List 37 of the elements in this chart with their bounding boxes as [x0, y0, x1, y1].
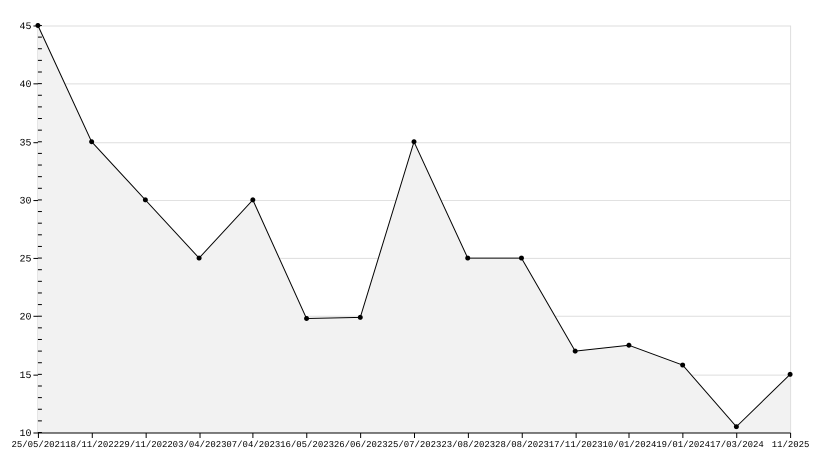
point: [196, 256, 202, 261]
point: [680, 362, 686, 368]
point: [412, 139, 416, 144]
y-tick-label: 25: [19, 254, 32, 265]
x-tick-label: 25/05/2021: [11, 440, 66, 450]
x-tick-label: 26/06/2023: [334, 440, 388, 450]
x-tick-label: 18/11/2022: [65, 440, 120, 450]
point: [518, 256, 524, 261]
x-tick-label: 10/01/2024: [602, 440, 656, 450]
y-tick-label: 20: [19, 312, 32, 323]
y-tick-label: 10: [19, 428, 32, 439]
point: [250, 197, 256, 202]
point: [89, 139, 94, 144]
y-tick-label: 45: [19, 20, 32, 32]
x-tick-label: 23/08/2023: [441, 440, 496, 450]
x-tick-label: 03/04/2023: [172, 440, 227, 450]
x-tick-label: 11/2025: [772, 440, 810, 450]
point: [142, 197, 148, 202]
x-tick-label: 25/07/2023: [388, 440, 442, 450]
x-tick-label: 17/03/2024: [710, 440, 764, 450]
y-tick-label: 35: [19, 137, 32, 148]
x-tick-label: 07/04/2023: [226, 440, 280, 450]
y-tick-label: 30: [19, 195, 32, 206]
point: [734, 424, 739, 430]
point: [304, 316, 310, 322]
x-tick-label: 28/08/2023: [495, 440, 549, 450]
y-tick-label: 40: [19, 79, 32, 90]
point: [788, 372, 793, 377]
y-tick-label: 15: [19, 370, 32, 381]
x-tick-label: 17/11/2023: [548, 440, 603, 450]
x-tick-label: 29/11/2022: [118, 440, 173, 450]
point: [465, 256, 470, 261]
x-tick-label: 19/01/2024: [656, 440, 710, 450]
point: [572, 348, 578, 354]
point: [626, 342, 632, 348]
point: [358, 314, 363, 320]
x-tick-label: 16/05/2023: [280, 440, 334, 450]
